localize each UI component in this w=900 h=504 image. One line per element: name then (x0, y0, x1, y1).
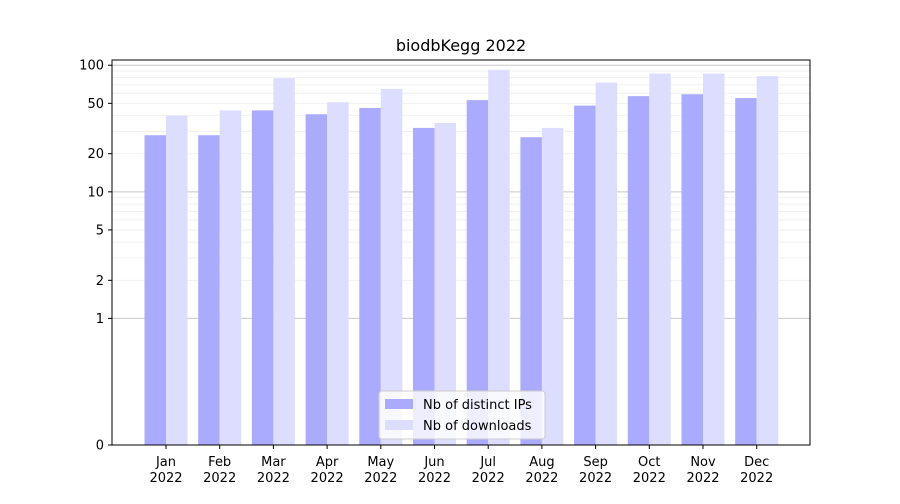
bar-downloads (434, 122, 456, 445)
legend-label: Nb of distinct IPs (423, 398, 532, 413)
bar-ips (681, 94, 703, 446)
x-tick-label: Jun 2022 (418, 455, 451, 486)
bars (144, 69, 779, 446)
y-tick-label: 0 (96, 439, 104, 454)
x-tick-label: Jan 2022 (149, 455, 182, 486)
bar-downloads (541, 127, 564, 445)
x-tick-label: Nov 2022 (686, 455, 719, 486)
y-tick-label: 5 (96, 223, 104, 238)
plot-frame (111, 59, 811, 446)
bar-ips (305, 114, 328, 445)
bar-downloads (327, 102, 349, 445)
legend: Nb of distinct IPs Nb of downloads (378, 390, 546, 440)
y-tick-label: 10 (87, 185, 104, 200)
x-tick-label: Jul 2022 (472, 455, 505, 486)
legend-swatch (385, 399, 413, 409)
bar-downloads (219, 110, 242, 445)
y-tick-label: 1 (96, 312, 104, 327)
x-tick-label: Apr 2022 (311, 455, 344, 486)
bar-downloads (703, 73, 725, 445)
bar-ips (198, 135, 220, 445)
legend-label: Nb of downloads (423, 419, 532, 434)
x-tick-label: May 2022 (364, 455, 397, 486)
bar-downloads (380, 88, 403, 445)
x-tick-label: Oct 2022 (633, 455, 666, 486)
bar-ips (735, 98, 757, 445)
y-tick-label: 20 (87, 147, 104, 162)
x-tick-label: Sep 2022 (579, 455, 612, 486)
bar-downloads (488, 69, 510, 446)
y-tick-label: 100 (79, 59, 104, 74)
bar-downloads (649, 73, 671, 445)
bar-downloads (595, 82, 618, 445)
bar-ips (574, 105, 596, 446)
bar-ips (520, 137, 542, 446)
x-tick-label: Aug 2022 (525, 455, 558, 486)
y-tick-label: 2 (96, 274, 104, 289)
bar-downloads (273, 78, 295, 445)
chart-title: biodbKegg 2022 (396, 36, 526, 55)
bar-ips (359, 107, 381, 446)
x-tick-label: Feb 2022 (203, 455, 236, 486)
legend-swatch (385, 420, 413, 430)
axes: 0 1 2 5 10 20 50 100 Jan 2022 Feb 2022 Mar 2022 Apr 202… (79, 59, 811, 486)
y-tick-label: 50 (87, 97, 104, 112)
bar-downloads (166, 115, 188, 445)
bar-ips (466, 100, 489, 445)
bar-downloads (756, 76, 779, 446)
x-tick-label: Mar 2022 (257, 455, 290, 486)
bar-ips (144, 135, 166, 445)
bar-ips (251, 110, 274, 445)
legend-box (378, 390, 546, 440)
bar-ips (627, 96, 650, 446)
bar-ips (413, 127, 435, 445)
x-tick-label: Dec 2022 (740, 455, 773, 486)
